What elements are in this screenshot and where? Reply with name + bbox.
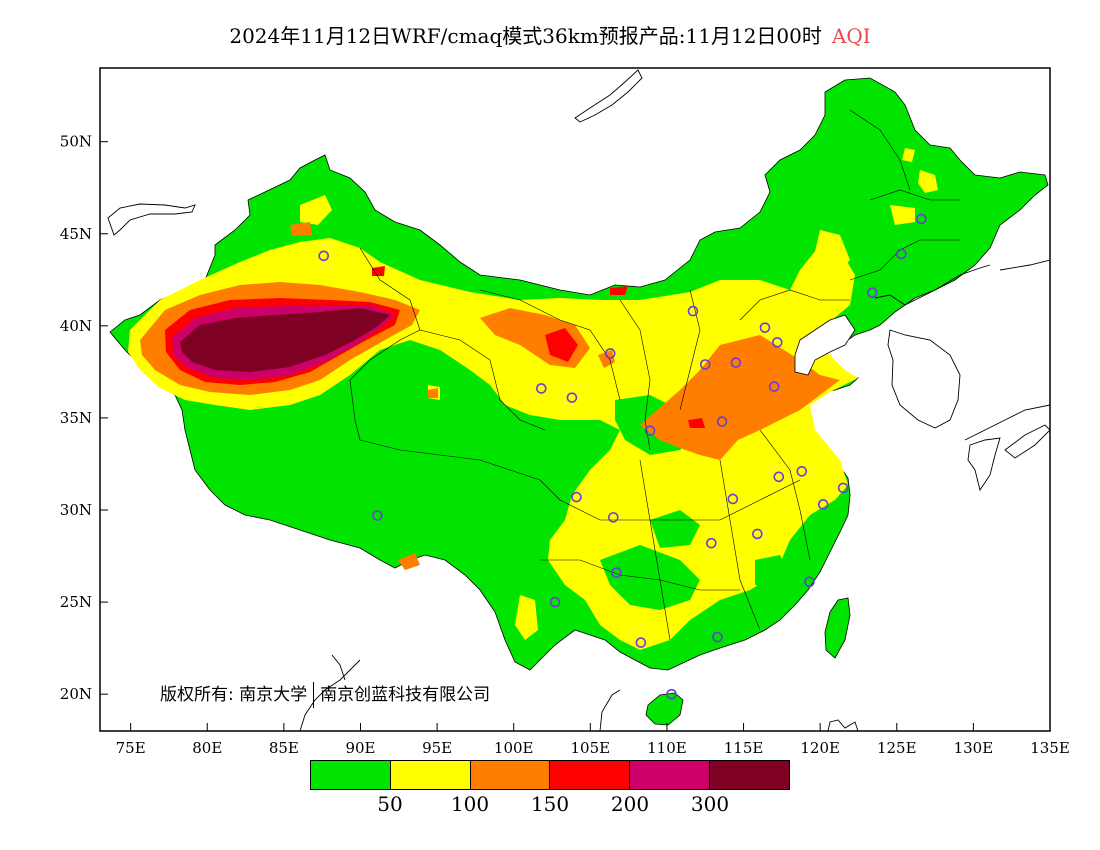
copyright-notice: 版权所有: 南京大学 南京创蓝科技有限公司 [160, 680, 490, 708]
station-marker [804, 576, 815, 588]
map-frame [99, 67, 1051, 732]
legend-label: 100 [450, 792, 490, 816]
map-title: 2024年11月12日WRF/cmaq模式36km预报产品:11月12日00时 A… [0, 20, 1100, 49]
neighbor-coastlines [107, 69, 1050, 731]
legend-swatch [550, 761, 631, 789]
station-marker [699, 359, 711, 370]
station-marker [896, 248, 907, 260]
y-tick-label: 40N [60, 317, 92, 335]
station-marker [817, 499, 829, 510]
station-marker [866, 287, 878, 298]
station-marker [666, 688, 677, 700]
station-marker [837, 482, 849, 494]
station-marker [644, 425, 656, 437]
station-marker [727, 493, 739, 505]
y-axis: 50N 45N 40N 35N 30N 25N 20N [60, 133, 108, 703]
station-marker [730, 357, 742, 368]
aqi-hazardous-area [180, 308, 390, 372]
station-marker [771, 337, 783, 348]
station-marker [716, 416, 728, 427]
y-tick-label: 25N [60, 593, 92, 611]
copyright-prefix: 版权所有: [160, 685, 234, 705]
copyright-org2: 南京创蓝科技有限公司 [320, 685, 491, 705]
copyright-separator [313, 682, 315, 708]
legend-swatch [311, 761, 391, 789]
legend-label: 300 [690, 792, 730, 816]
station-marker [372, 510, 383, 521]
x-tick-label: 130E [954, 739, 994, 757]
station-marker [687, 305, 699, 317]
legend-swatch [630, 761, 711, 789]
station-marker [608, 512, 619, 523]
station-marker [752, 528, 763, 540]
station-markers [318, 213, 927, 700]
y-tick-label: 20N [60, 685, 92, 703]
legend-label: 200 [610, 792, 650, 816]
station-marker [611, 567, 622, 578]
legend-label: 150 [530, 792, 570, 816]
x-tick-label: 110E [647, 739, 687, 757]
station-marker [773, 471, 785, 483]
x-tick-label: 100E [494, 739, 534, 757]
station-marker [535, 383, 547, 394]
legend-label: 50 [377, 792, 403, 816]
station-marker [604, 348, 616, 359]
station-marker [768, 381, 780, 392]
station-marker [796, 466, 808, 477]
inland-seas [794, 314, 856, 376]
map-content [107, 69, 1050, 731]
province-borders [349, 109, 960, 641]
station-marker [759, 322, 771, 333]
aqi-legend [310, 760, 790, 790]
y-tick-label: 45N [60, 225, 92, 243]
title-variable: AQI [831, 24, 871, 48]
station-marker [712, 631, 723, 643]
station-marker [318, 250, 330, 262]
y-tick-label: 35N [60, 409, 92, 427]
station-marker [706, 537, 717, 549]
y-tick-label: 50N [60, 133, 92, 151]
station-marker [635, 637, 647, 648]
legend-swatch [390, 761, 471, 789]
copyright-org1: 南京大学 [239, 685, 308, 705]
legend-swatch [710, 761, 789, 789]
station-marker [566, 392, 578, 403]
y-tick-label: 30N [60, 501, 92, 519]
station-marker [571, 491, 582, 503]
hainan-island [645, 692, 684, 726]
x-tick-label: 120E [800, 739, 840, 757]
aqi-legend-labels: 50 100 150 200 300 [0, 792, 1100, 822]
x-tick-label: 135E [1030, 739, 1070, 757]
x-tick-label: 80E [192, 739, 222, 757]
x-tick-label: 105E [571, 739, 611, 757]
station-marker [915, 213, 927, 225]
x-tick-label: 95E [422, 739, 452, 757]
x-tick-label: 85E [269, 739, 299, 757]
station-marker [549, 596, 561, 608]
x-tick-label: 90E [345, 739, 375, 757]
x-tick-label: 75E [116, 739, 146, 757]
x-tick-label: 115E [724, 739, 764, 757]
x-tick-label: 125E [877, 739, 917, 757]
title-text: 2024年11月12日WRF/cmaq模式36km预报产品:11月12日00时 [229, 24, 822, 48]
taiwan-island [824, 597, 851, 659]
legend-swatch [470, 761, 551, 789]
x-axis: 75E 80E 85E 90E 95E 100E 105E 110E 115E 120E 125E 1… [116, 723, 1070, 757]
